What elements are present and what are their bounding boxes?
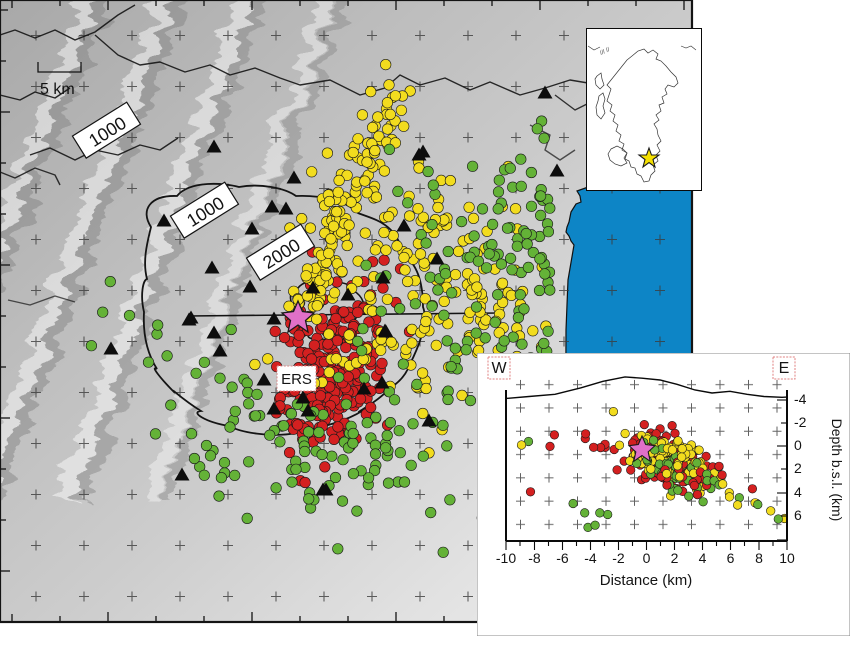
svg-text:-2: -2 <box>612 550 625 566</box>
svg-text:6: 6 <box>727 550 735 566</box>
svg-text:ERS: ERS <box>281 371 312 388</box>
svg-text:W: W <box>491 360 507 377</box>
svg-text:8: 8 <box>755 550 763 566</box>
svg-text:4: 4 <box>699 550 707 566</box>
svg-text:-10: -10 <box>496 550 516 566</box>
svg-text:-8: -8 <box>528 550 541 566</box>
svg-text:E: E <box>779 360 790 377</box>
svg-text:0: 0 <box>643 550 651 566</box>
svg-text:-6: -6 <box>556 550 569 566</box>
svg-text:-4: -4 <box>584 550 597 566</box>
svg-text:5 km: 5 km <box>40 81 75 98</box>
svg-text:Distance (km): Distance (km) <box>600 572 693 589</box>
svg-text:6: 6 <box>794 507 802 523</box>
svg-text:10: 10 <box>779 550 795 566</box>
svg-text:-4: -4 <box>794 391 807 407</box>
svg-text:0: 0 <box>794 437 802 453</box>
svg-text:Depth b.s.l. (km): Depth b.s.l. (km) <box>829 419 845 522</box>
svg-text:2: 2 <box>794 460 802 476</box>
svg-text:-2: -2 <box>794 414 807 430</box>
svg-text:2: 2 <box>671 550 679 566</box>
svg-text:4: 4 <box>794 484 802 500</box>
